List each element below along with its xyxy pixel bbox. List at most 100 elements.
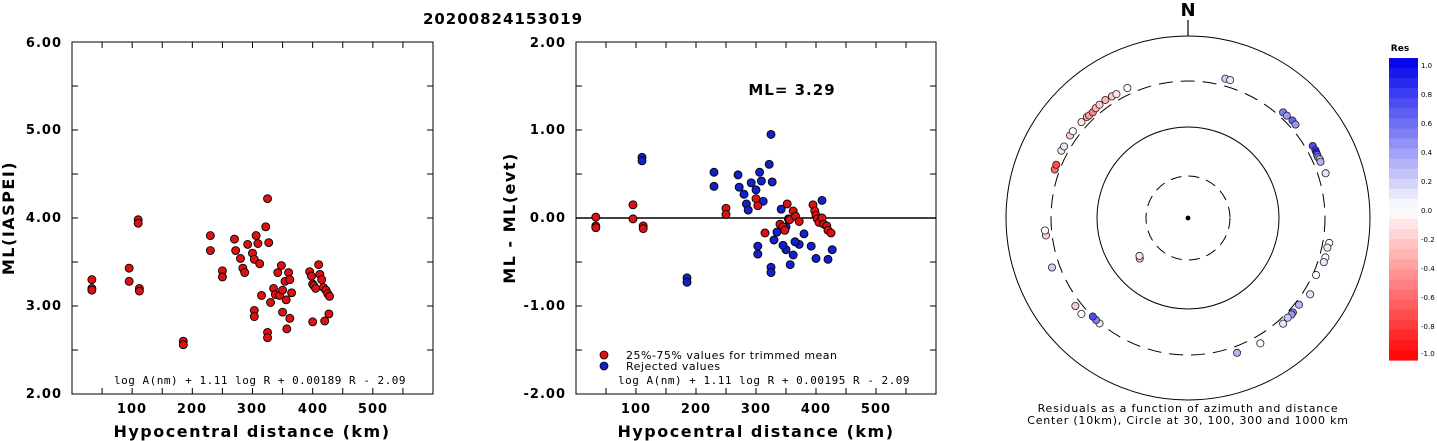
plot1-ytick-label: 2.00 — [26, 387, 62, 402]
colorbar-cell — [1389, 58, 1418, 69]
rejected-point — [778, 240, 788, 250]
plot2-points — [591, 129, 837, 287]
used-point — [780, 225, 790, 235]
station-residual-point — [1306, 290, 1315, 299]
rejected-point — [790, 237, 800, 247]
plot1-ytick-label: 4.00 — [26, 211, 62, 226]
data-point — [282, 324, 292, 334]
rejected-point — [799, 229, 809, 239]
colorbar-cell — [1389, 219, 1418, 230]
station-residual-point — [1112, 90, 1121, 99]
ring-100km — [1096, 126, 1280, 310]
center-point — [1185, 215, 1191, 221]
data-point — [124, 276, 134, 286]
colorbar-tick: -0.8 — [1421, 323, 1435, 331]
colorbar-tick: 0.4 — [1421, 149, 1433, 157]
plot2-xtick-label: 500 — [861, 402, 891, 417]
data-point — [278, 285, 288, 295]
plot2-xtick-label: 200 — [681, 402, 711, 417]
plot2-xtick-label: 400 — [801, 402, 831, 417]
station-residual-point — [1283, 313, 1292, 322]
rejected-point — [767, 177, 777, 187]
rejected-point — [756, 176, 766, 186]
colorbar-tick: -0.4 — [1421, 265, 1435, 273]
station-residual-point — [1060, 142, 1069, 151]
rejected-point — [743, 205, 753, 215]
colorbar-cell — [1389, 279, 1418, 291]
station-residual-point — [1088, 312, 1097, 321]
data-point — [253, 239, 263, 248]
data-point — [87, 275, 97, 285]
station-residual-point — [1077, 309, 1086, 318]
plot2-formula: log A(nm) + 1.11 log R + 0.00195 R - 2.0… — [618, 374, 910, 387]
rejected-point — [682, 277, 692, 287]
used-point — [753, 201, 763, 211]
rejected-point — [823, 254, 833, 264]
data-point — [263, 333, 272, 343]
station-residual-point — [1095, 100, 1104, 109]
data-point — [285, 313, 295, 323]
rejected-point — [753, 249, 763, 259]
data-point — [325, 291, 334, 301]
plot1-xtick-label: 400 — [298, 402, 328, 417]
station-residual-point — [1321, 169, 1330, 178]
used-point — [760, 228, 770, 238]
data-point — [311, 283, 321, 293]
rejected-point — [637, 156, 647, 166]
rejected-point — [785, 260, 795, 270]
data-point — [240, 268, 250, 278]
plot1-xtick-label: 200 — [177, 402, 207, 417]
colorbar-cell — [1389, 299, 1418, 311]
colorbar-cells — [1389, 58, 1418, 361]
figure-title: 20200824153019 — [423, 10, 583, 28]
rejected-point — [751, 185, 761, 195]
colorbar-cell — [1389, 209, 1418, 220]
colorbar-tick: 0.2 — [1421, 178, 1432, 186]
used-point — [591, 212, 601, 222]
colorbar-cell — [1389, 229, 1418, 240]
station-residual-point — [1294, 300, 1303, 309]
plot-ml-iaspei: 2.00 3.00 4.00 5.00 6.00 100 200 300 400… — [0, 36, 434, 441]
plot1-y-axis-label: ML(IASPEI) — [0, 161, 18, 275]
rejected-point — [788, 250, 798, 260]
colorbar-title: Res — [1391, 44, 1409, 54]
station-residual-point — [1052, 160, 1061, 169]
rejected-point — [709, 167, 719, 177]
plot2-x-tick-labels: 100 200 300 400 500 — [621, 402, 891, 417]
used-point — [794, 217, 804, 226]
data-point — [257, 290, 266, 300]
legend-rejected-marker — [599, 361, 609, 371]
plot2-ticks — [575, 41, 937, 395]
plot2-ytick-label: -1.00 — [524, 299, 566, 314]
rejected-point — [811, 254, 821, 263]
colorbar-cell — [1389, 68, 1418, 79]
colorbar-tick: -0.6 — [1421, 294, 1435, 302]
colorbar-tick-labels: 1.0 0.8 0.6 0.4 0.2 0.0 -0.2 -0.4 -0.6 -… — [1421, 62, 1435, 358]
station-residual-point — [1233, 348, 1242, 357]
rejected-point — [764, 159, 774, 169]
data-point — [178, 340, 188, 350]
ring-30km — [1145, 175, 1231, 261]
rejected-point — [733, 170, 743, 180]
polar-points — [1040, 74, 1334, 357]
data-point — [243, 239, 253, 249]
plot1-ytick-label: 6.00 — [26, 36, 62, 51]
rejected-point — [753, 241, 763, 251]
rejected-point — [734, 182, 744, 192]
data-point — [320, 316, 330, 326]
data-point — [314, 260, 324, 270]
data-point — [278, 307, 288, 317]
station-residual-point — [1101, 95, 1110, 104]
plot1-xtick-label: 300 — [237, 402, 267, 417]
colorbar-cell — [1389, 249, 1418, 260]
data-point — [324, 309, 334, 319]
plot1-x-axis-label: Hypocentral distance (km) — [113, 422, 390, 441]
ring-300km — [1050, 80, 1326, 356]
plot2-x-axis-label: Hypocentral distance (km) — [617, 422, 894, 441]
data-point — [124, 263, 134, 273]
colorbar-cell — [1389, 339, 1418, 351]
data-point — [133, 218, 143, 228]
station-residual-point — [1291, 120, 1300, 129]
data-point — [266, 298, 275, 307]
data-point — [134, 286, 144, 296]
